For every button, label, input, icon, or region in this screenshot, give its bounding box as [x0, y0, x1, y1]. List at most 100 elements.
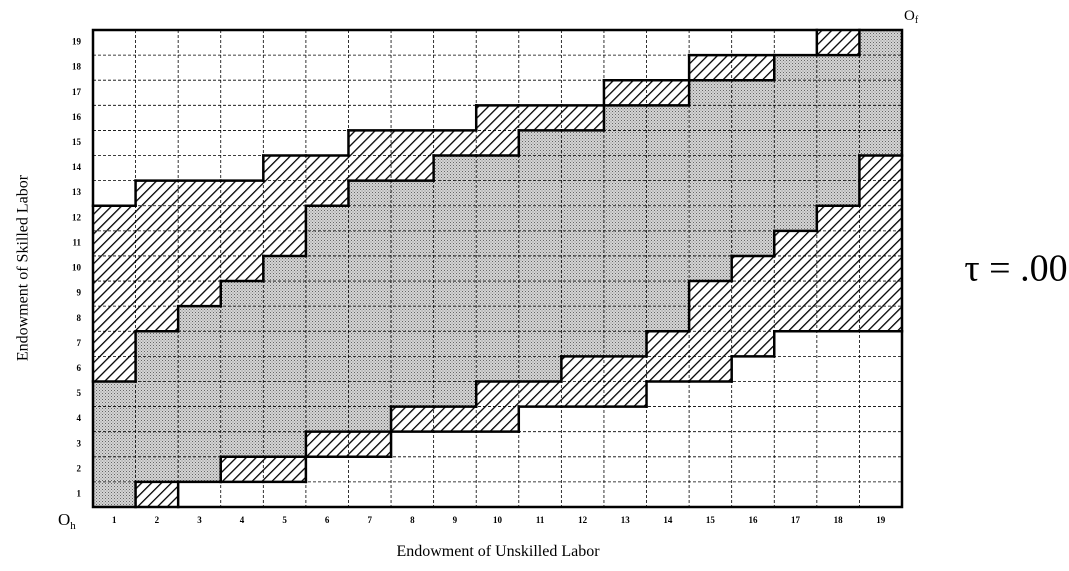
dotted-cell — [774, 55, 817, 81]
dotted-cell — [305, 281, 349, 307]
y-tick-label: 6 — [77, 363, 82, 373]
hatched-cell — [859, 180, 902, 206]
dotted-cell — [816, 180, 860, 206]
x-tick-label: 18 — [834, 515, 844, 525]
dotted-cell — [263, 306, 306, 332]
dotted-cell — [220, 381, 264, 407]
dotted-cell — [689, 105, 732, 131]
dotted-cell — [135, 431, 179, 457]
y-tick-label: 15 — [72, 137, 82, 147]
hatched-cell — [816, 281, 860, 307]
x-tick-label: 2 — [155, 515, 160, 525]
dotted-cell — [561, 281, 604, 307]
hatched-cell — [305, 431, 349, 457]
dotted-cell — [476, 306, 519, 332]
y-tick-label: 5 — [77, 388, 82, 398]
dotted-cell — [220, 431, 264, 457]
dotted-cell — [689, 180, 732, 206]
dotted-cell — [348, 381, 392, 407]
hatched-cell — [220, 180, 264, 206]
y-tick-label: 1 — [77, 489, 82, 499]
dotted-cell — [476, 255, 519, 282]
hatched-cell — [93, 230, 136, 256]
hatched-cell — [646, 331, 690, 357]
dotted-cell — [391, 306, 434, 332]
hatched-cell — [348, 155, 392, 181]
hatched-cell — [518, 105, 562, 131]
dotted-cell — [603, 230, 647, 256]
dotted-cell — [603, 180, 647, 206]
hatched-cell — [178, 255, 221, 282]
hatched-cell — [93, 281, 136, 307]
dotted-cell — [646, 205, 690, 231]
dotted-cell — [391, 205, 434, 231]
x-tick-label: 4 — [240, 515, 245, 525]
dotted-cell — [178, 431, 221, 457]
dotted-cell — [816, 155, 860, 181]
hatched-cell — [859, 205, 902, 231]
dotted-cell — [263, 431, 306, 457]
hatched-cell — [859, 306, 902, 332]
dotted-cell — [561, 331, 604, 357]
dotted-cell — [305, 205, 349, 231]
dotted-cell — [348, 331, 392, 357]
hatched-cell — [646, 80, 690, 106]
dotted-cell — [135, 331, 179, 357]
hatched-cell — [135, 205, 179, 231]
dotted-cell — [646, 180, 690, 206]
hatched-cell — [135, 306, 179, 332]
hatched-cell — [646, 356, 690, 382]
hatched-cell — [731, 331, 775, 357]
hatched-cell — [816, 255, 860, 282]
y-tick-label: 17 — [72, 87, 82, 97]
dotted-cell — [433, 230, 477, 256]
tick-labels: 1 2 3 4 5 6 7 8 9 10 11 12 13 14 15 16 17 18 1912345678910… — [72, 37, 886, 525]
x-tick-label: 16 — [748, 515, 758, 525]
dotted-cell — [391, 255, 434, 282]
dotted-cell — [689, 255, 732, 282]
hatched-cell — [731, 281, 775, 307]
hatched-cell — [476, 130, 519, 156]
dotted-cell — [646, 281, 690, 307]
hatched-cell — [816, 306, 860, 332]
dotted-cell — [93, 431, 136, 457]
y-tick-label: 9 — [77, 288, 82, 298]
dotted-cell — [859, 30, 902, 56]
hatched-cell — [391, 130, 434, 156]
hatched-cell — [135, 281, 179, 307]
dotted-cell — [603, 306, 647, 332]
dotted-cell — [518, 281, 562, 307]
dotted-cell — [646, 105, 690, 131]
dotted-cell — [518, 230, 562, 256]
dotted-cell — [561, 180, 604, 206]
dotted-cell — [518, 205, 562, 231]
hatched-cell — [263, 180, 306, 206]
hatched-cell — [263, 230, 306, 256]
dotted-cell — [433, 331, 477, 357]
dotted-cell — [220, 406, 264, 432]
x-tick-label: 3 — [197, 515, 202, 525]
dotted-cell — [263, 255, 306, 282]
dotted-cell — [859, 130, 902, 156]
dotted-cell — [603, 331, 647, 357]
dotted-cell — [561, 255, 604, 282]
dotted-cell — [689, 80, 732, 106]
hatched-cell — [476, 406, 519, 432]
y-tick-label: 10 — [72, 263, 82, 273]
hatched-cell — [603, 356, 647, 382]
hatched-cell — [220, 456, 264, 482]
boundaries — [91, 28, 904, 509]
hatched-cell — [263, 456, 306, 482]
dotted-cell — [646, 130, 690, 156]
dotted-cell — [731, 230, 775, 256]
dotted-cell — [433, 356, 477, 382]
hatched-cell — [689, 356, 732, 382]
hatched-cell — [561, 105, 604, 131]
hatched-cell — [689, 331, 732, 357]
hatched-cell — [135, 481, 179, 507]
dotted-cell — [178, 306, 221, 332]
dotted-cell — [646, 255, 690, 282]
dotted-cell — [731, 130, 775, 156]
dotted-cell — [561, 230, 604, 256]
hatched-cell — [305, 155, 349, 181]
